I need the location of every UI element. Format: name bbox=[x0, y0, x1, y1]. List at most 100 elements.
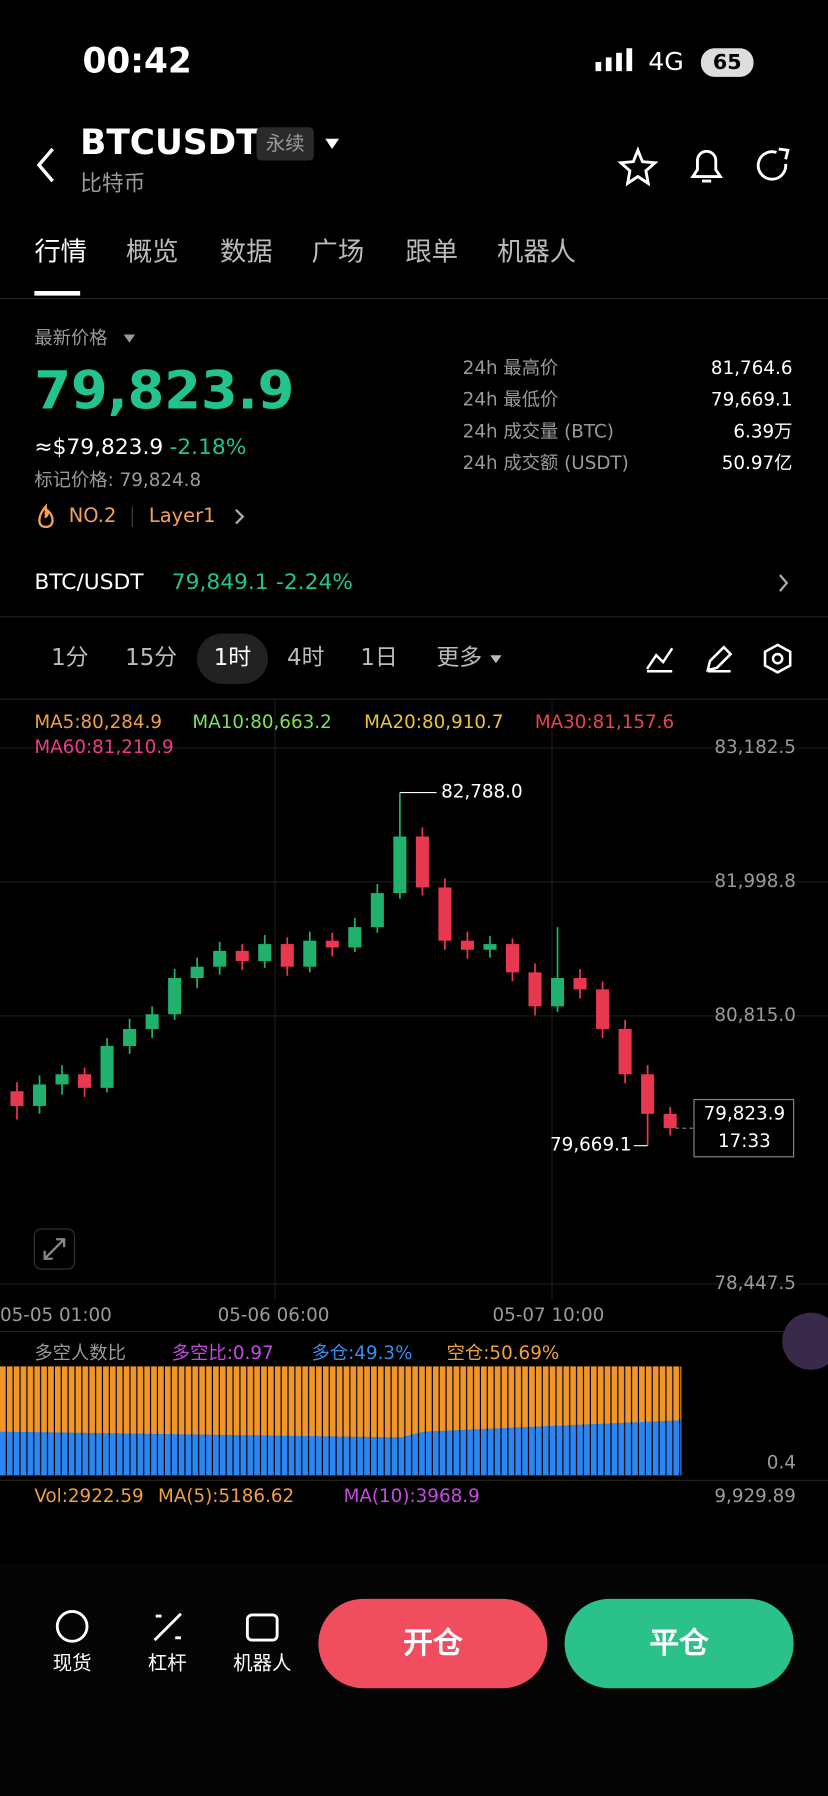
sector[interactable]: Layer1 bbox=[149, 504, 216, 527]
nav-label[interactable]: 现货 bbox=[53, 1652, 92, 1675]
close-label[interactable]: 平仓 bbox=[649, 1626, 709, 1661]
spot-pair[interactable]: BTC/USDT bbox=[34, 570, 144, 595]
mark-price: 标记价格: 79,824.8 bbox=[34, 470, 201, 491]
divider bbox=[0, 616, 828, 618]
y-tick-label: 81,998.8 bbox=[714, 871, 796, 892]
nav-label[interactable]: 杠杆 bbox=[148, 1652, 187, 1675]
tab[interactable]: 行情 bbox=[34, 238, 87, 268]
tab[interactable]: 机器人 bbox=[497, 238, 576, 268]
ratio-axis: 0.4 bbox=[767, 1453, 796, 1474]
candle-body bbox=[505, 944, 520, 973]
ma-label: MA60:81,210.9 bbox=[34, 737, 173, 758]
candle-body bbox=[145, 1014, 159, 1029]
bar-stripes bbox=[0, 1366, 682, 1476]
interval-selected bbox=[196, 633, 268, 684]
bot-icon[interactable] bbox=[245, 1613, 279, 1642]
last-price-label: 79,823.9 bbox=[704, 1103, 786, 1124]
tab[interactable]: 数据 bbox=[220, 238, 273, 268]
more-dropdown[interactable] bbox=[490, 655, 502, 664]
floating-bot[interactable] bbox=[782, 1312, 828, 1370]
ma-label: MA20:80,910.7 bbox=[364, 712, 503, 733]
price-change: -2.18% bbox=[169, 435, 246, 460]
candle-body bbox=[618, 1028, 632, 1075]
interval[interactable]: 15分 bbox=[125, 645, 177, 671]
usd-price: ≈$79,823.9 bbox=[34, 435, 163, 460]
candle-body bbox=[100, 1045, 114, 1088]
separator bbox=[131, 506, 133, 527]
divider bbox=[0, 1479, 828, 1481]
back-button[interactable] bbox=[36, 147, 54, 183]
candle-body bbox=[415, 836, 429, 888]
network: 4G bbox=[648, 47, 684, 76]
rank: NO.2 bbox=[69, 504, 117, 527]
candle-body bbox=[10, 1091, 24, 1106]
tab[interactable]: 跟单 bbox=[405, 238, 458, 268]
candle-body bbox=[573, 978, 587, 990]
settings-icon[interactable] bbox=[771, 652, 784, 665]
spot-change: -2.24% bbox=[276, 570, 353, 595]
interval[interactable]: 1时 bbox=[214, 645, 252, 671]
candle-body bbox=[32, 1084, 47, 1106]
divider bbox=[0, 297, 828, 300]
ma-label: MA30:81,157.6 bbox=[535, 712, 674, 733]
margin-icon[interactable] bbox=[153, 1612, 182, 1642]
candle-body bbox=[393, 836, 407, 894]
interval[interactable]: 4时 bbox=[287, 645, 325, 671]
dropdown[interactable] bbox=[325, 138, 339, 150]
nav-label[interactable]: 机器人 bbox=[233, 1652, 291, 1675]
interval[interactable]: 1分 bbox=[51, 645, 88, 671]
y-tick-label: 78,447.5 bbox=[714, 1273, 796, 1294]
open-label[interactable]: 开仓 bbox=[403, 1626, 463, 1661]
fullscreen[interactable] bbox=[33, 1228, 76, 1270]
candle-body bbox=[438, 887, 452, 941]
last-price-box bbox=[693, 1098, 795, 1158]
signal bbox=[595, 48, 633, 72]
volume-axis: 9,929.89 bbox=[714, 1486, 796, 1507]
interval[interactable]: 1日 bbox=[360, 645, 397, 671]
countdown: 17:33 bbox=[718, 1131, 771, 1152]
chevron[interactable] bbox=[235, 508, 245, 525]
candle-body bbox=[168, 978, 182, 1015]
short-value: 空仓:50.69% bbox=[447, 1343, 560, 1364]
candle-body bbox=[348, 927, 362, 948]
candle-body bbox=[213, 950, 227, 967]
tag-bg bbox=[256, 127, 314, 161]
divider bbox=[0, 1330, 828, 1333]
candle-body bbox=[663, 1113, 677, 1129]
share[interactable] bbox=[756, 147, 790, 181]
candle-body bbox=[460, 940, 474, 950]
ma-label: MA5:80,284.9 bbox=[34, 712, 162, 733]
spot-icon[interactable] bbox=[55, 1610, 89, 1643]
candle-body bbox=[123, 1028, 137, 1046]
candle-body bbox=[551, 978, 565, 1007]
ma-label: MA10:80,663.2 bbox=[192, 712, 331, 733]
tag: 永续 bbox=[266, 132, 305, 155]
price-dropdown[interactable] bbox=[123, 334, 136, 343]
favorite[interactable] bbox=[617, 146, 659, 187]
alert[interactable] bbox=[690, 149, 724, 183]
candle-body bbox=[258, 944, 272, 962]
settings-icon[interactable] bbox=[763, 643, 792, 674]
low-label: 79,669.1 bbox=[550, 1135, 632, 1156]
interval[interactable]: 更多 bbox=[436, 645, 482, 671]
coin-name: 比特币 bbox=[80, 172, 145, 197]
fullscreen-icon[interactable] bbox=[43, 1238, 66, 1260]
close-button[interactable] bbox=[564, 1598, 794, 1689]
indicator-icon[interactable] bbox=[646, 647, 674, 673]
symbol: BTCUSDT bbox=[80, 123, 260, 163]
tab[interactable]: 概览 bbox=[126, 238, 179, 268]
y-tick-label: 83,182.5 bbox=[714, 737, 796, 758]
x-label: 05-06 06:00 bbox=[218, 1305, 330, 1326]
long-value: 多仓:49.3% bbox=[312, 1343, 413, 1364]
stat-value: 81,764.6 bbox=[711, 358, 793, 379]
stat-label: 24h 最高价 bbox=[463, 358, 559, 379]
chevron[interactable] bbox=[779, 574, 789, 592]
tab-indicator bbox=[34, 291, 81, 296]
tab[interactable]: 广场 bbox=[312, 238, 365, 268]
stat-label: 24h 成交量 (BTC) bbox=[463, 421, 614, 442]
candle-body bbox=[303, 940, 317, 967]
open-button[interactable] bbox=[318, 1598, 548, 1689]
draw-icon[interactable] bbox=[706, 645, 733, 673]
